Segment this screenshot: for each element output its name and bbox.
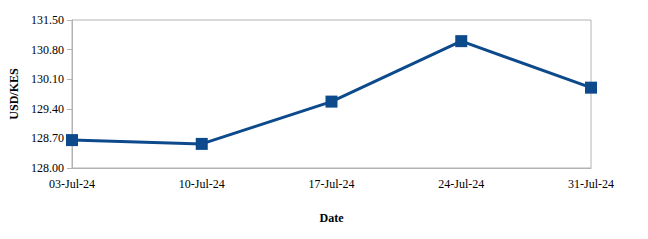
svg-text:03-Jul-24: 03-Jul-24: [49, 177, 95, 191]
svg-text:10-Jul-24: 10-Jul-24: [179, 177, 225, 191]
svg-text:130.80: 130.80: [31, 43, 64, 57]
svg-text:128.70: 128.70: [31, 131, 64, 145]
svg-text:128.00: 128.00: [31, 161, 64, 175]
svg-text:USD/KES: USD/KES: [7, 68, 21, 120]
svg-text:130.10: 130.10: [31, 72, 64, 86]
svg-text:24-Jul-24: 24-Jul-24: [438, 177, 484, 191]
svg-text:131.50: 131.50: [31, 13, 64, 27]
svg-text:17-Jul-24: 17-Jul-24: [309, 177, 355, 191]
svg-text:31-Jul-24: 31-Jul-24: [568, 177, 614, 191]
svg-text:Date: Date: [320, 211, 345, 225]
svg-text:129.40: 129.40: [31, 102, 64, 116]
